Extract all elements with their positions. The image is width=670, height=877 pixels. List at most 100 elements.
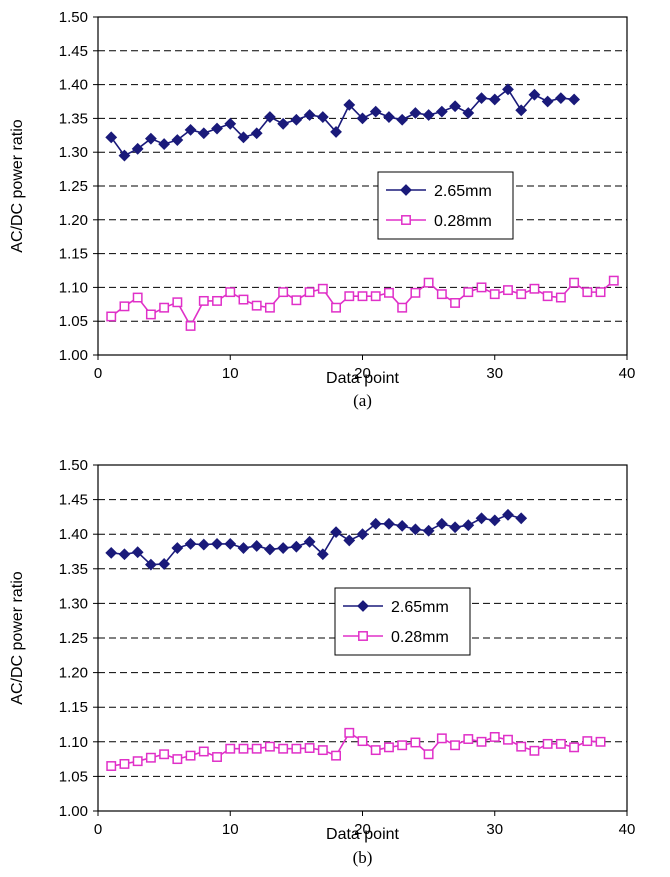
data-point	[197, 127, 210, 140]
legend: 2.65mm 0.28mm	[377, 171, 514, 240]
series-0.28mm	[106, 727, 606, 771]
data-point	[369, 517, 382, 530]
data-point	[119, 301, 130, 312]
data-point	[435, 105, 448, 118]
data-point	[409, 523, 422, 536]
data-point	[422, 109, 435, 121]
data-point	[212, 295, 222, 306]
data-point	[316, 548, 329, 561]
data-point	[118, 149, 131, 162]
data-point	[488, 514, 501, 527]
y-tick-label: 1.10	[59, 734, 88, 751]
data-point	[450, 297, 461, 308]
data-point	[171, 134, 184, 146]
data-point	[515, 104, 528, 117]
data-point	[106, 311, 117, 322]
data-point	[435, 517, 448, 530]
y-tick-label: 1.50	[59, 457, 88, 474]
data-point	[277, 542, 290, 554]
data-point	[172, 754, 183, 765]
data-point	[105, 131, 118, 144]
data-point	[330, 526, 342, 539]
plot-frame	[97, 16, 628, 356]
legend-box	[377, 171, 514, 240]
y-tick-label: 1.35	[59, 110, 88, 127]
x-tick-label: 40	[619, 821, 636, 838]
y-tick-label: 1.10	[59, 279, 88, 296]
data-point	[582, 736, 593, 747]
x-tick-label: 0	[94, 365, 102, 382]
data-point	[369, 105, 382, 118]
y-tick-label: 1.05	[59, 313, 88, 330]
data-point	[158, 558, 171, 570]
data-point	[384, 742, 394, 753]
x-tick-label: 10	[222, 821, 239, 838]
panel-label: (a)	[353, 391, 372, 410]
data-point	[462, 519, 475, 532]
data-point	[278, 287, 289, 298]
legend-label: 0.28mm	[434, 213, 492, 230]
data-point	[422, 524, 435, 537]
y-tick-label: 1.25	[59, 178, 88, 195]
data-point	[503, 734, 513, 745]
data-point	[489, 289, 500, 300]
data-point	[317, 745, 328, 756]
legend-label: 2.65mm	[434, 183, 492, 200]
x-tick-label: 20	[354, 365, 371, 382]
data-point	[528, 88, 541, 101]
data-point	[198, 746, 209, 757]
y-tick-label: 1.40	[59, 526, 88, 543]
legend-label: 2.65mm	[391, 599, 449, 616]
data-point	[158, 138, 171, 150]
data-point	[384, 287, 394, 298]
data-point	[250, 127, 263, 140]
y-tick-label: 1.40	[59, 77, 88, 94]
data-point	[331, 302, 342, 313]
data-point	[211, 537, 223, 550]
data-point	[225, 287, 236, 298]
data-point	[449, 521, 461, 534]
legend-marker	[357, 600, 369, 612]
data-point	[172, 297, 183, 308]
data-point	[582, 287, 593, 298]
data-point	[159, 302, 170, 313]
data-point	[554, 92, 567, 105]
y-tick-label: 1.00	[59, 803, 88, 820]
data-point	[397, 302, 408, 313]
y-tick-label: 1.35	[59, 561, 88, 578]
data-point	[291, 743, 302, 754]
data-point	[277, 117, 290, 130]
data-point	[264, 741, 275, 752]
data-point	[291, 295, 302, 306]
data-point	[463, 287, 474, 298]
data-point	[144, 558, 157, 571]
data-point	[132, 292, 143, 303]
data-point	[555, 292, 566, 303]
data-point	[503, 285, 513, 296]
data-point	[264, 111, 276, 123]
data-point	[475, 92, 488, 105]
data-point	[224, 117, 237, 130]
data-point	[476, 282, 487, 293]
y-tick-label: 1.45	[59, 492, 88, 509]
data-point	[357, 736, 368, 747]
data-point	[131, 142, 144, 155]
data-point	[569, 277, 580, 288]
data-point	[343, 98, 356, 111]
series-line	[111, 513, 522, 566]
data-point	[238, 743, 249, 754]
data-point	[197, 538, 210, 551]
data-point	[423, 749, 434, 760]
data-point	[529, 745, 540, 756]
legend-marker	[358, 631, 368, 641]
x-tick-label: 30	[486, 365, 503, 382]
y-tick-label: 1.00	[59, 347, 88, 364]
data-point	[608, 275, 619, 286]
data-point	[264, 302, 275, 313]
data-point	[237, 542, 250, 554]
y-tick-label: 1.05	[59, 768, 88, 785]
data-point	[450, 740, 461, 751]
y-tick-label: 1.45	[59, 43, 88, 60]
x-tick-label: 30	[486, 821, 503, 838]
